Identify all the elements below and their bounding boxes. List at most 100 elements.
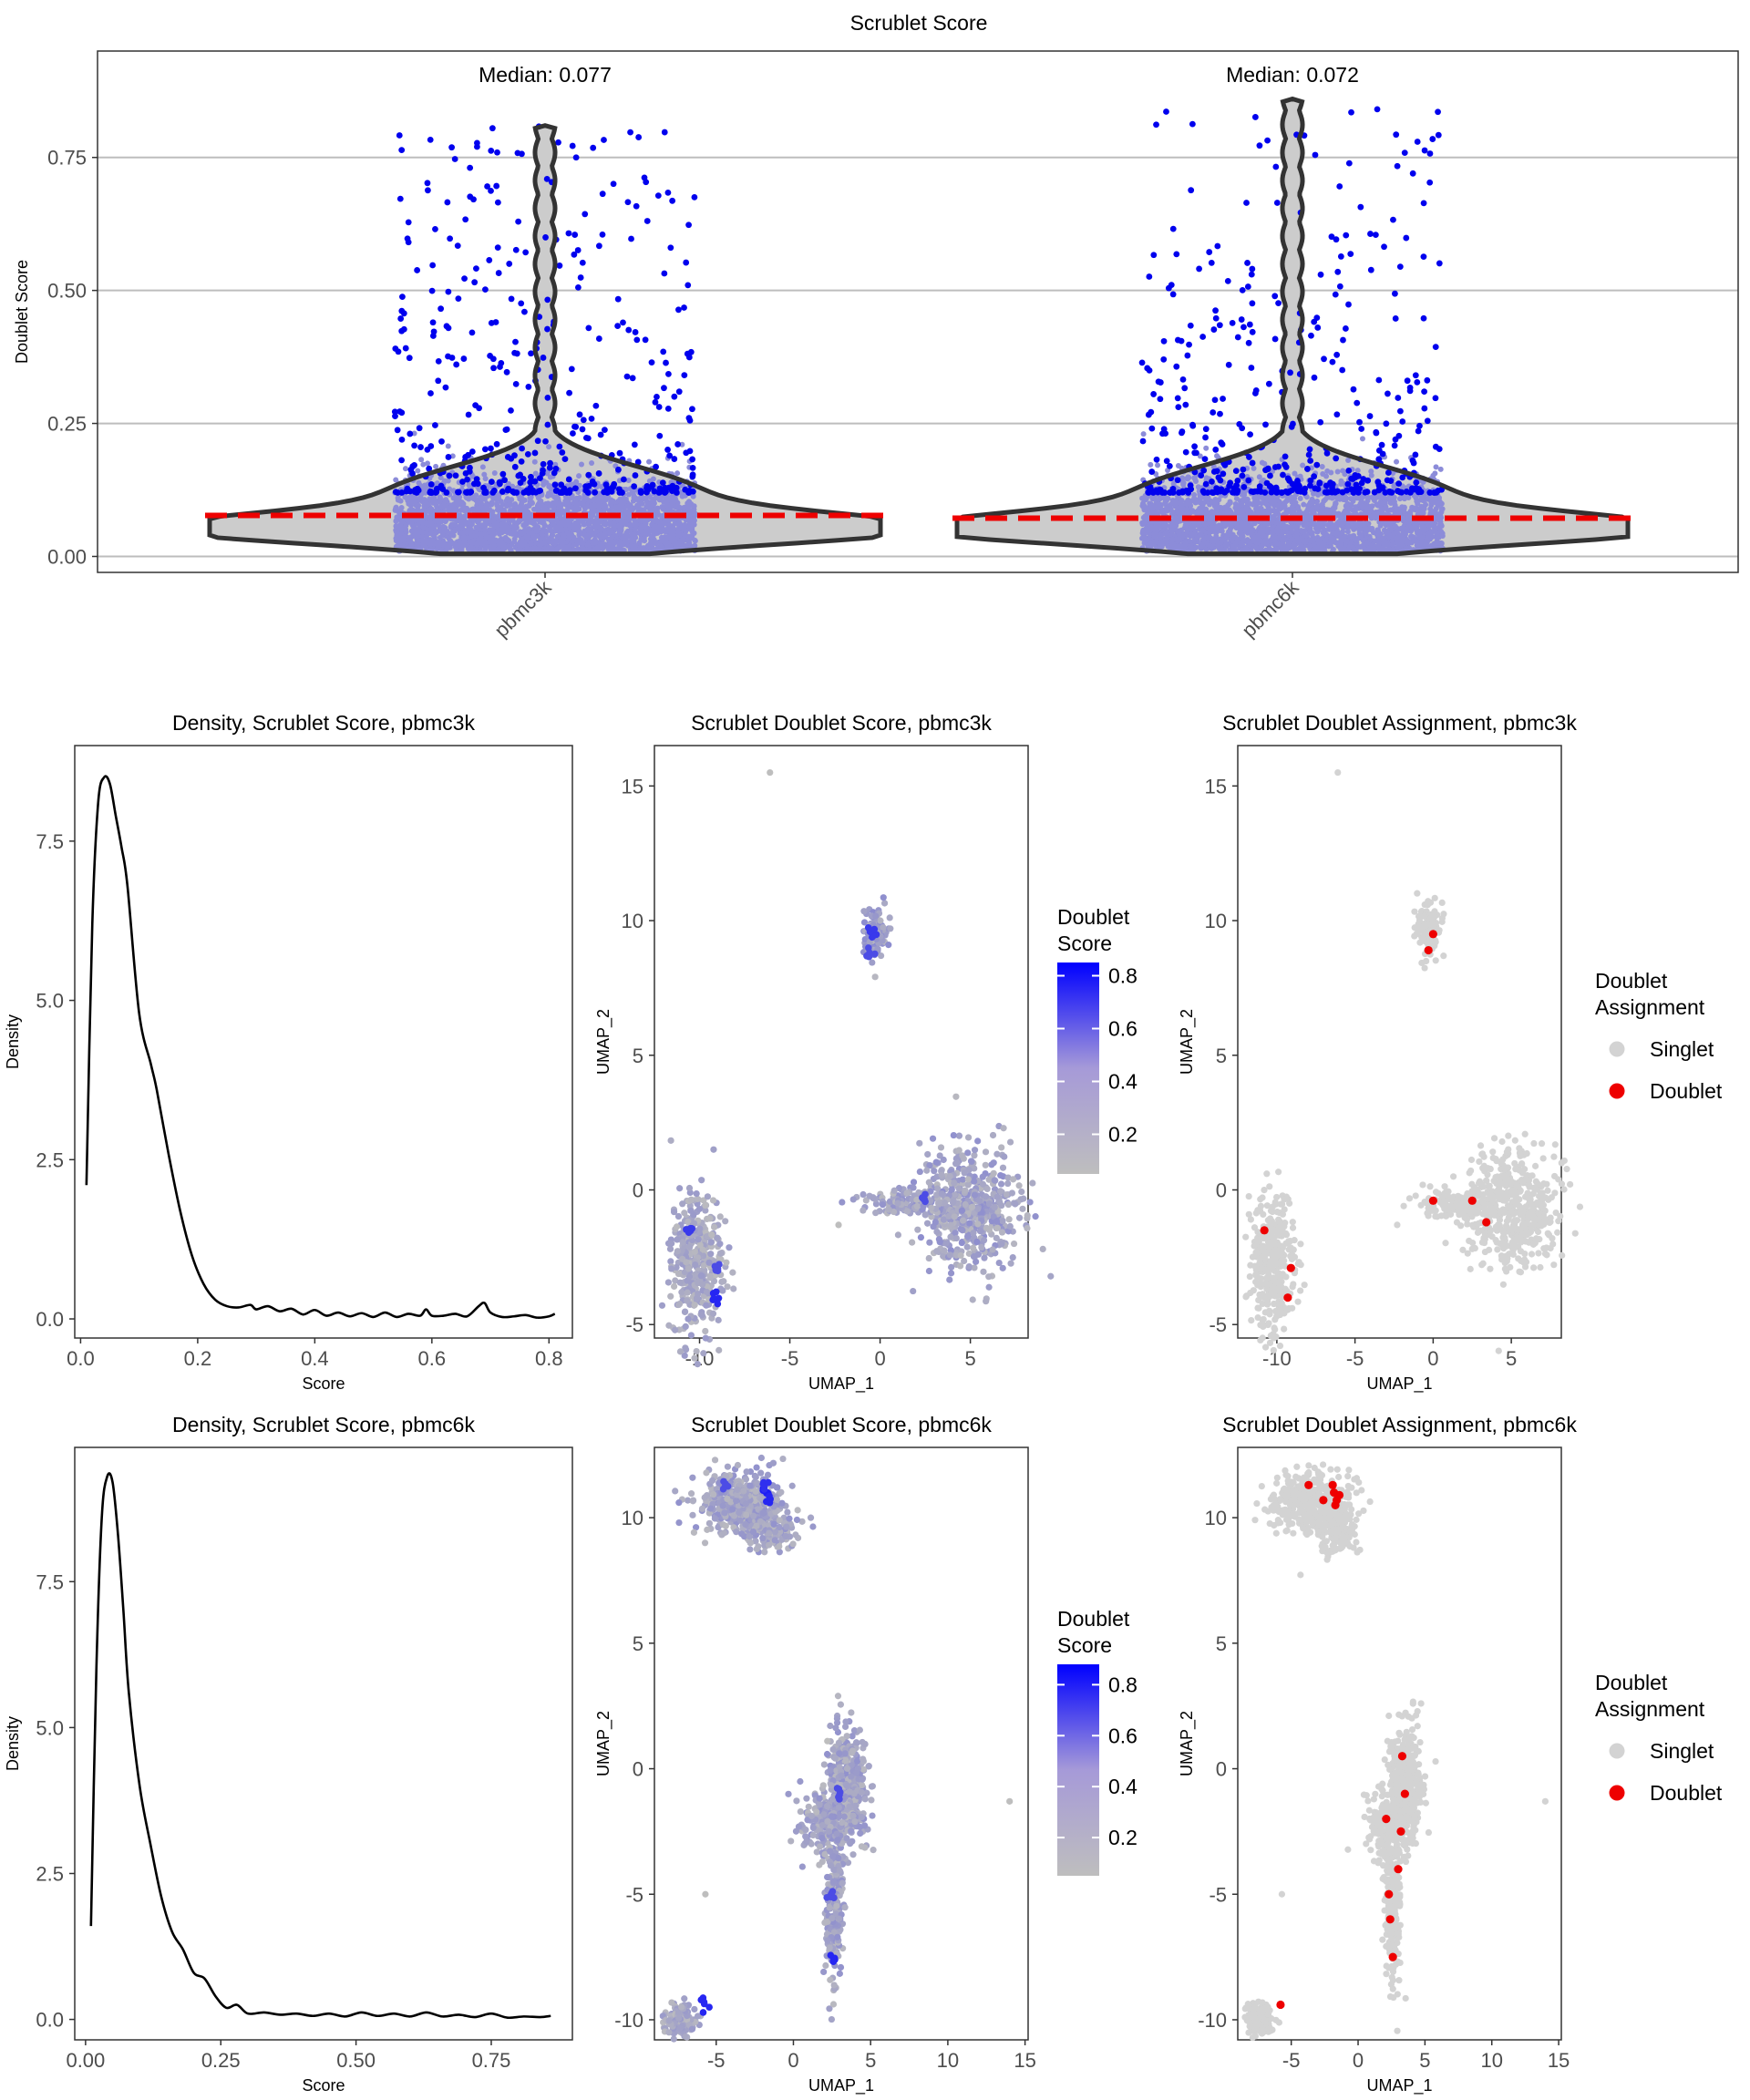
violin-point-singlet [539,503,545,510]
violin-point-doublet [473,265,479,273]
violin-point-doublet [400,310,407,317]
violin-point-singlet [599,526,605,532]
violin-point-doublet [625,326,633,334]
violin-point-doublet [417,444,424,450]
violin-point-singlet [402,466,408,472]
violin-point-doublet [517,471,524,479]
violin-point-singlet [460,505,467,511]
violin-point-singlet [646,458,653,465]
violin-point-singlet [1219,528,1225,534]
violin-point-doublet [614,295,622,303]
violin-point-singlet [535,495,541,501]
violin-point-singlet [641,523,647,530]
violin-median-label-pbmc3k: Median: 0.077 [479,63,612,87]
violin-point-singlet [489,501,495,508]
violin-point-doublet [610,180,617,188]
violin-point-doublet [474,143,480,150]
violin-point-singlet [562,526,569,532]
violin-point-singlet [549,545,555,551]
violin-point-singlet [626,514,633,520]
violin-point-singlet [675,504,682,510]
violin-point-singlet [393,504,399,510]
violin-point-doublet [445,288,452,295]
violin-point-singlet [495,495,501,501]
violin-point-singlet [538,542,544,549]
violin-point-doublet [402,345,409,352]
violin-point-doublet [470,196,477,203]
violin-gridlines [98,156,1738,558]
violin-point-singlet [653,510,659,517]
violin-point-doublet [642,336,649,344]
violin-point-singlet [1401,496,1407,502]
violin-point-doublet [628,235,634,242]
violin-point-doublet [689,464,696,471]
violin-point-doublet [404,485,411,492]
violin-point-doublet [435,357,442,365]
violin-point-doublet [531,449,539,457]
violin-point-doublet [544,296,551,304]
violin-point-doublet [429,319,437,326]
violin-point-doublet [689,473,696,480]
violin-point-doublet [589,479,596,485]
violin-point-singlet [460,514,467,520]
violin-point-singlet [609,541,615,548]
violin-point-doublet [451,156,458,162]
violin-point-singlet [532,545,539,551]
violin-point-singlet [670,531,676,538]
violin-point-doublet [544,421,551,428]
violin-point-doublet [415,487,422,494]
violin-point-doublet [580,417,587,424]
violin-point-doublet [522,249,530,256]
violin-point-singlet [670,496,676,502]
violin-point-doublet [565,230,572,237]
violin-point-doublet [619,489,625,496]
violin-point-singlet [545,500,551,507]
violin-point-singlet [546,444,552,450]
violin-point-doublet [438,438,445,445]
violin-point-doublet [494,149,500,156]
violin-point-doublet [486,257,493,263]
violin-point-singlet [405,497,411,503]
violin-point-doublet [518,458,525,465]
violin-point-singlet [410,508,417,514]
violin-point-singlet [1251,465,1257,471]
violin-point-doublet [627,129,633,136]
violin-point-doublet [633,336,641,344]
violin-point-singlet [589,512,595,519]
violin-point-singlet [520,539,526,545]
violin-point-singlet [448,530,454,537]
violin-point-singlet [458,499,465,506]
violin-point-doublet [515,218,522,225]
violin-point-singlet [510,518,516,524]
violin-point-singlet [631,493,637,499]
violin-point-doublet [427,481,435,488]
violin-point-doublet [463,489,470,496]
violin-point-singlet [1196,484,1202,490]
violin-point-singlet [580,545,586,551]
violin-point-singlet [491,469,498,476]
violin-point-singlet [558,509,564,515]
violin-point-singlet [427,496,433,502]
violin-point-singlet [475,505,481,511]
violin-point-singlet [420,520,427,526]
violin-point-doublet [512,380,520,387]
violin-point-singlet [661,520,667,527]
violin-point-doublet [641,174,648,181]
violin-point-doublet [427,136,434,143]
violin-point-doublet [391,408,398,416]
violin-point-singlet [620,535,626,541]
violin-point-doublet [416,425,423,432]
violin-point-singlet [1381,527,1387,533]
violin-point-doublet [685,221,692,229]
violin-point-singlet [505,525,511,531]
violin-point-singlet [685,533,691,540]
violin-point-doublet [616,449,623,457]
violin-point-doublet [654,393,660,400]
violin-point-doublet [675,388,683,396]
violin-point-singlet [619,541,625,548]
violin-point-doublet [689,456,696,463]
violin-point-singlet [470,496,477,502]
violin-point-doublet [620,319,626,326]
violin-point-singlet [591,530,597,536]
violin-point-singlet [531,458,538,465]
